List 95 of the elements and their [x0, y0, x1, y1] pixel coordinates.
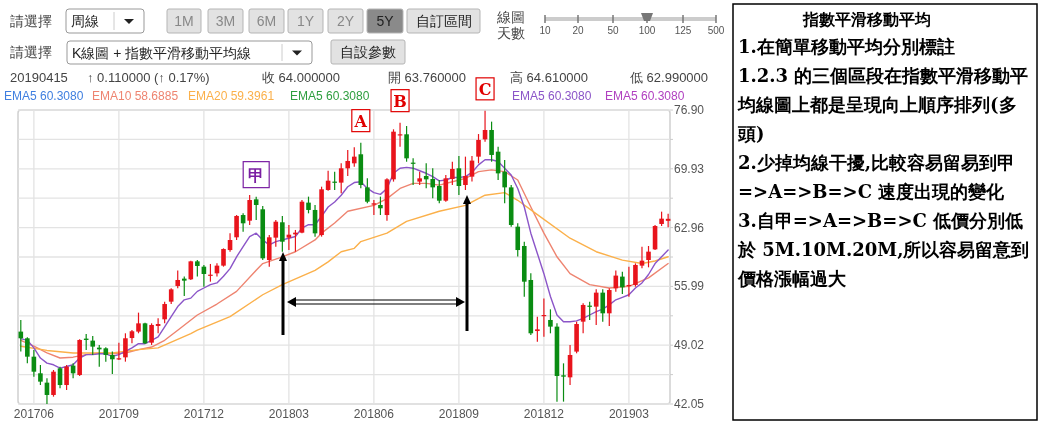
candlestick: [436, 179, 442, 204]
candlestick: [90, 335, 96, 356]
text: 20190415: [10, 70, 68, 85]
candlestick: [476, 133, 481, 164]
text: 自設參數: [340, 44, 396, 60]
text: 指數平滑移動平均: [802, 10, 931, 29]
x-tick-label: 201806: [353, 407, 395, 421]
text: 1.2.3 的三個區段在指數平滑移動平均線圖上都是呈現向上順序排列(多頭): [737, 65, 1029, 144]
text: 500: [707, 25, 725, 36]
text: 6M: [256, 13, 277, 29]
candlestick: [561, 362, 566, 403]
y-tick-label: 69.93: [674, 161, 705, 176]
text: 天數: [497, 25, 525, 41]
text: EMA5 60.3080: [4, 89, 84, 103]
candlestick: [502, 159, 507, 204]
annotation: 甲: [248, 165, 265, 185]
text: 高 64.610000: [510, 70, 589, 85]
text: 20: [572, 25, 584, 36]
candlestick: [548, 308, 553, 334]
candlestick: [463, 156, 468, 191]
candlestick: [450, 161, 455, 186]
candlestick: [280, 215, 285, 253]
text: 3M: [215, 13, 236, 29]
candlestick: [234, 214, 239, 241]
text: EMA20 59.3961: [188, 89, 275, 103]
x-tick-label: 201706: [13, 407, 55, 421]
candlestick: [64, 364, 69, 391]
candlestick: [136, 312, 141, 334]
text: 請選擇: [10, 13, 52, 29]
text: 自訂區間: [415, 13, 472, 29]
text: 線圖: [496, 9, 525, 25]
candlestick: [515, 222, 521, 258]
text: K線圖 + 指數平滑移動平均線: [72, 44, 252, 61]
candlestick: [338, 162, 344, 194]
text: EMA10 58.6885: [92, 89, 179, 103]
candlestick: [430, 167, 436, 199]
candlestick: [181, 276, 187, 297]
candlestick: [162, 301, 167, 324]
text: 5Y: [376, 13, 395, 29]
candlestick: [345, 149, 351, 177]
annotation: C: [478, 79, 492, 99]
text: 收 64.000000: [262, 70, 341, 85]
annotation: A: [353, 111, 368, 131]
x-tick-label: 201903: [608, 407, 650, 421]
candlestick: [600, 288, 606, 323]
text: 周線: [71, 13, 99, 29]
text: 開 63.760000: [388, 70, 467, 85]
candlestick: [535, 316, 540, 343]
text: ↑ 0.110000 (↑ 0.17%): [87, 70, 210, 85]
text: 低 62.990000: [630, 70, 709, 85]
candlestick: [371, 199, 377, 216]
x-tick-label: 201803: [268, 407, 310, 421]
text: 1Y: [296, 13, 315, 29]
text: 50: [607, 25, 619, 36]
text: 2.少掉均線干擾,比較容易留易到甲=>A=>B=>C 速度出現的變化: [738, 152, 1016, 202]
text: 1.在簡單移動平均分別標註: [738, 36, 955, 57]
candlestick: [110, 351, 115, 375]
candlestick: [593, 288, 599, 326]
text: 2Y: [336, 13, 355, 29]
text: 請選擇: [10, 44, 52, 60]
annotation: B: [393, 91, 407, 111]
candlestick: [149, 322, 154, 346]
y-tick-label: 55.99: [674, 279, 705, 294]
candlestick: [351, 146, 357, 168]
candlestick: [253, 196, 259, 221]
candlestick: [25, 336, 30, 364]
candlestick: [633, 262, 638, 288]
text: 125: [674, 25, 692, 36]
x-tick-label: 201709: [98, 407, 140, 421]
candlestick: [606, 287, 612, 327]
candlestick: [38, 364, 43, 386]
text: EMA5 60.3080: [512, 89, 592, 103]
candlestick: [365, 177, 370, 204]
y-tick-label: 76.90: [674, 103, 705, 117]
text: 3.自甲=>A=>B=>C 低價分別低於 5M.10M.20M,所以容易留意到價格漲幅過大: [737, 210, 1030, 289]
x-tick-label: 201812: [523, 407, 565, 421]
text: EMA5 60.3080: [290, 89, 370, 103]
text: 10: [539, 25, 551, 36]
text: EMA5 60.3080: [605, 89, 685, 103]
candlestick: [378, 196, 383, 216]
candlestick: [620, 271, 625, 295]
candlestick: [247, 194, 252, 226]
candlestick: [423, 162, 429, 189]
y-tick-label: 42.05: [674, 397, 705, 411]
candlestick: [51, 369, 56, 398]
x-tick-label: 201712: [183, 407, 225, 421]
candlestick: [266, 234, 272, 268]
text: 100: [638, 25, 656, 36]
y-tick-label: 49.02: [674, 338, 705, 353]
y-tick-label: 62.96: [674, 220, 705, 235]
candlestick: [123, 332, 128, 363]
candlestick: [221, 247, 226, 268]
x-tick-label: 201809: [438, 407, 480, 421]
candlestick: [646, 245, 651, 268]
text: 1M: [174, 13, 194, 29]
